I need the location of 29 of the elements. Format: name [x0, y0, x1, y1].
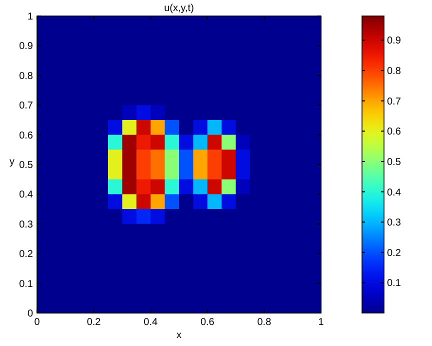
y-axis-title: y — [10, 156, 14, 168]
x-tick-label: 0.6 — [200, 317, 215, 328]
x-tick-label: 0 — [34, 317, 40, 328]
color-bar-label: 0.8 — [387, 66, 402, 78]
y-tick-label: 0 — [27, 308, 34, 320]
color-bar-label: 0.4 — [387, 187, 402, 198]
x-tick-label: 0.8 — [257, 317, 272, 328]
x-axis-title: x — [176, 330, 182, 341]
color-bar-label: 0.7 — [387, 96, 402, 108]
y-tick-label: 0.7 — [19, 100, 34, 112]
color-bar-label: 0.3 — [387, 218, 402, 229]
y-tick-label: 0.8 — [19, 70, 34, 82]
x-tick-label: 0.2 — [86, 317, 102, 328]
y-tick-label: 0.9 — [19, 41, 34, 52]
color-bar-label: 0.1 — [387, 278, 402, 290]
y-tick-label: 0.3 — [19, 219, 34, 230]
y-tick-label: 0.1 — [19, 278, 34, 290]
color-bar-label: 0.5 — [387, 156, 402, 168]
y-tick-label: 1 — [27, 12, 34, 22]
chart-title: u(x,y,t) — [164, 3, 194, 14]
y-tick-label: 0.6 — [19, 130, 34, 142]
y-tick-label: 0.5 — [19, 160, 34, 171]
color-bar-label: 0.2 — [387, 248, 402, 259]
y-tick-label: 0.4 — [19, 190, 34, 201]
y-tick-label: 0.2 — [19, 249, 34, 260]
color-bar-label: 0.6 — [387, 126, 402, 138]
color-bar-label: 0.9 — [387, 36, 402, 47]
x-tick-label: 1 — [318, 317, 324, 328]
x-tick-label: 0.4 — [144, 317, 158, 328]
